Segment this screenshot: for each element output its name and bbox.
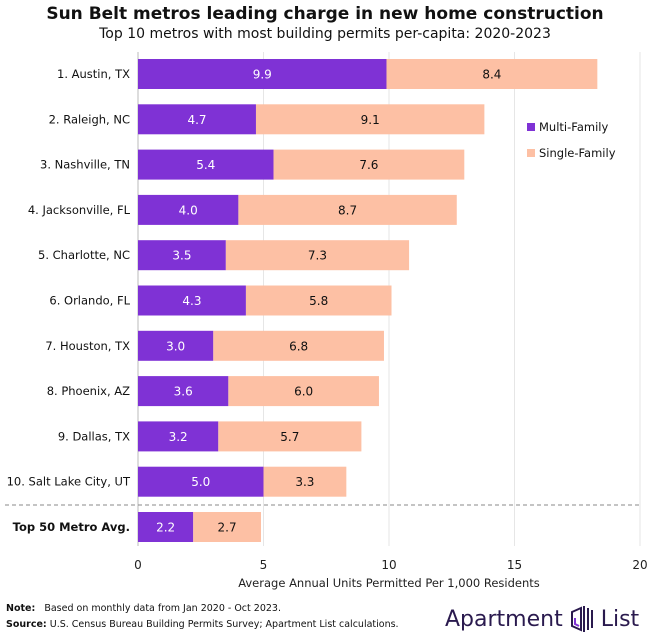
bar-single-family [193, 512, 261, 542]
bar-single-family [386, 59, 598, 89]
bar-value-label: 5.8 [309, 294, 328, 308]
bar-multi-family [138, 149, 274, 180]
bar-value-label: 3.5 [172, 249, 191, 263]
category-label: Top 50 Metro Avg. [13, 520, 130, 534]
bar-multi-family [138, 285, 246, 316]
bar-value-label: 4.7 [187, 113, 206, 127]
bar-multi-family [138, 421, 219, 452]
bar-value-label: 5.7 [280, 430, 299, 444]
note-label: Note: [6, 603, 36, 614]
bar-value-label: 3.0 [166, 339, 185, 353]
source: Source: U.S. Census Bureau Building Perm… [6, 619, 399, 630]
bar-multi-family [138, 240, 226, 271]
bar-multi-family [138, 104, 256, 135]
apartment-list-logo: Apartment List [445, 604, 639, 634]
bar-single-family [228, 376, 379, 407]
bar-value-label: 5.4 [196, 158, 215, 172]
category-label: 2. Raleigh, NC [49, 112, 130, 126]
legend-swatch [527, 123, 535, 131]
x-axis-label: Average Annual Units Permitted Per 1,000… [238, 576, 540, 590]
note: Note: Based on monthly data from Jan 202… [6, 603, 281, 614]
bar-value-label: 2.7 [218, 521, 237, 535]
legend-swatch [527, 149, 535, 157]
bar-single-family [238, 194, 457, 225]
bar-single-family [245, 285, 392, 316]
category-label: 4. Jacksonville, FL [28, 203, 131, 217]
x-tick-label: 5 [260, 558, 268, 572]
legend-label: Multi-Family [539, 120, 608, 134]
bar-value-label: 7.3 [308, 249, 327, 263]
bar-multi-family [138, 59, 387, 89]
bar-single-family [213, 330, 384, 361]
chart-subtitle: Top 10 metros with most building permits… [99, 26, 551, 42]
category-label: 5. Charlotte, NC [38, 248, 130, 262]
category-label: 10. Salt Lake City, UT [7, 475, 131, 489]
bar-multi-family [138, 512, 194, 542]
bar-value-label: 9.1 [361, 113, 380, 127]
bar-value-label: 9.9 [253, 68, 272, 82]
bar-value-label: 3.3 [295, 475, 314, 489]
bar-value-label: 8.4 [482, 68, 501, 82]
logo-text-apartment: Apartment [445, 606, 563, 632]
bar-value-label: 2.2 [156, 521, 175, 535]
category-label: 7. Houston, TX [45, 339, 130, 353]
bar-value-label: 6.8 [289, 339, 308, 353]
bar-value-label: 3.2 [169, 430, 188, 444]
category-label: 6. Orlando, FL [49, 294, 130, 308]
x-tick-label: 20 [632, 558, 647, 572]
logo-text-list: List [600, 606, 640, 632]
bar-single-family [255, 104, 485, 135]
bar-value-label: 8.7 [338, 203, 357, 217]
bar-value-label: 4.3 [182, 294, 201, 308]
x-tick-label: 10 [381, 558, 396, 572]
legend-label: Single-Family [539, 146, 616, 160]
chart-title: Sun Belt metros leading charge in new ho… [46, 4, 604, 24]
category-label: 9. Dallas, TX [58, 429, 130, 443]
category-label: 3. Nashville, TN [40, 158, 130, 172]
x-tick-label: 15 [507, 558, 522, 572]
bar-single-family [225, 240, 410, 271]
source-text: U.S. Census Bureau Building Permits Surv… [49, 619, 399, 630]
category-label: 8. Phoenix, AZ [47, 384, 130, 398]
bar-single-family [263, 466, 347, 497]
bar-value-label: 6.0 [294, 385, 313, 399]
note-text: Based on monthly data from Jan 2020 - Oc… [44, 603, 281, 614]
building-logo-icon [570, 606, 593, 632]
bar-single-family [218, 421, 362, 452]
bar-value-label: 5.0 [191, 475, 210, 489]
bar-multi-family [138, 376, 229, 407]
bar-multi-family [138, 194, 239, 225]
bar-value-label: 4.0 [179, 203, 198, 217]
category-label: 1. Austin, TX [57, 67, 130, 81]
bar-multi-family [138, 330, 214, 361]
bar-multi-family [138, 466, 264, 497]
source-label: Source: [6, 619, 47, 630]
bar-single-family [273, 149, 465, 180]
bar-value-label: 3.6 [174, 385, 193, 399]
x-tick-label: 0 [134, 558, 142, 572]
bar-value-label: 7.6 [359, 158, 378, 172]
